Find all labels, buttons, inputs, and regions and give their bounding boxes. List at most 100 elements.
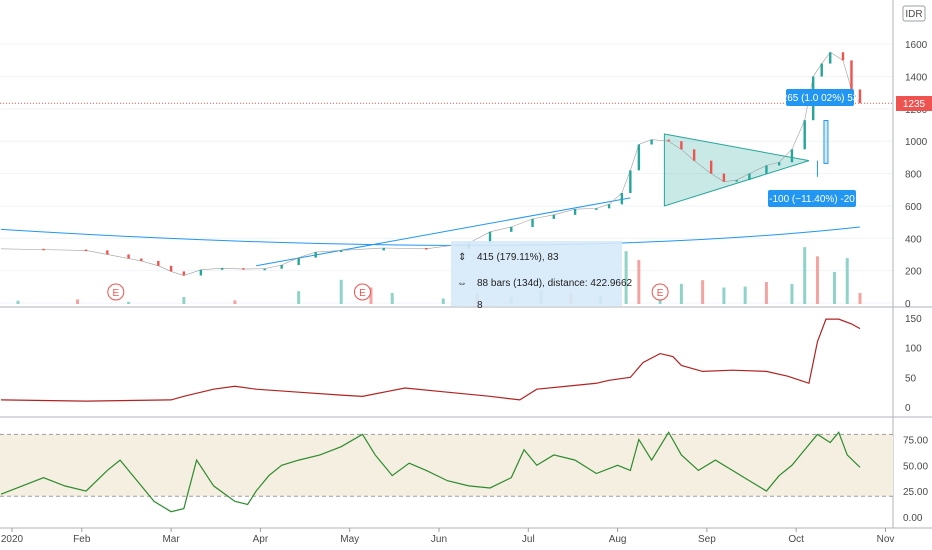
candle <box>692 149 696 161</box>
candle <box>140 258 143 261</box>
price-tick-label: 1600 <box>905 40 928 51</box>
volume-bar <box>790 283 794 304</box>
trend-line <box>256 197 631 267</box>
earnings-marker <box>353 283 371 301</box>
candle <box>220 268 224 270</box>
candle <box>765 165 768 174</box>
axes: 020040060080010001200140016000501001500.… <box>1 40 929 545</box>
volume-bar <box>803 247 807 304</box>
price-range-up <box>823 120 829 164</box>
volume-bar <box>832 271 836 304</box>
volume-bar <box>637 260 641 304</box>
time-tick-label: Sep <box>698 534 716 545</box>
indicator-1-tick-label: 0 <box>905 403 911 414</box>
candle <box>42 248 45 251</box>
measurement-box[interactable]: ⇕ 415 (179.11%), 83 ⇔ 88 bars (134d), di… <box>451 241 633 311</box>
indicator-1-tick-label: 50 <box>905 373 917 384</box>
candle <box>667 139 670 142</box>
indicator-2 <box>0 431 893 513</box>
volume-bar <box>16 300 20 304</box>
volume-bar <box>369 287 373 304</box>
candle <box>297 257 300 265</box>
indicator-1 <box>0 318 861 402</box>
volume-bar <box>339 279 343 304</box>
candle <box>595 208 598 210</box>
time-tick-label: Aug <box>609 534 627 545</box>
candle <box>735 180 738 182</box>
last-price-badge: 1235 <box>896 96 932 111</box>
currency-badge[interactable]: IDR <box>902 5 926 22</box>
candle <box>169 265 173 272</box>
candle <box>382 248 385 251</box>
candle <box>157 260 160 266</box>
indicator-1-tick-label: 150 <box>905 314 922 325</box>
candle <box>722 173 726 182</box>
time-tick-label: Jun <box>431 534 447 545</box>
price-tick-label: 0 <box>905 299 911 310</box>
price-line <box>0 51 861 276</box>
measure-line-1: 415 (179.11%), 83 <box>477 252 559 263</box>
time-tick-label: Mar <box>162 534 180 545</box>
volume-bar <box>390 293 394 304</box>
candle <box>709 160 713 174</box>
candle <box>552 214 556 219</box>
time-tick-label: Nov <box>877 534 895 545</box>
time-tick-label: 2020 <box>1 534 24 545</box>
indicator-2-tick-label: 50.00 <box>903 461 928 472</box>
measure-icon-bars: ⇔ <box>457 278 467 289</box>
price-tick-label: 400 <box>905 234 922 245</box>
time-tick-label: Oct <box>788 534 804 545</box>
volume-bar <box>624 251 628 304</box>
candle <box>637 144 641 171</box>
price-range-up-text: 265 (1.0 02%) 53 <box>782 93 859 104</box>
indicator-2-tick-label: 75.00 <box>903 435 928 446</box>
price-range-down-text: -100 (−11.40%) -20 <box>769 194 855 205</box>
earnings-marker-label: E <box>359 288 366 299</box>
candle <box>106 250 109 255</box>
indicator-2-band <box>0 434 893 497</box>
candle <box>820 63 823 77</box>
candle <box>199 269 203 276</box>
volume-bar <box>182 297 186 304</box>
time-tick-label: Apr <box>253 534 269 545</box>
price-range-up-label[interactable]: 265 (1.0 02%) 53 <box>782 89 859 106</box>
candle <box>425 248 428 250</box>
indicator-2-tick-label: 0.00 <box>903 513 923 524</box>
currency-label: IDR <box>905 9 922 20</box>
price-range-down-label[interactable]: -100 (−11.40%) -20 <box>768 190 856 207</box>
price-tick-label: 800 <box>905 170 922 181</box>
candle <box>127 254 130 259</box>
candle <box>803 120 806 150</box>
indicator-1-line <box>0 318 861 402</box>
candle <box>280 264 283 269</box>
candle <box>841 52 845 61</box>
volume-bar <box>701 280 705 304</box>
earnings-marker-label: E <box>657 288 664 299</box>
volume-bar <box>845 258 849 304</box>
volume-bar <box>441 298 445 304</box>
candle <box>858 89 862 104</box>
candle <box>339 250 343 253</box>
measure-line-2: 88 bars (134d), distance: 422.9662 <box>477 278 633 289</box>
volume-bar <box>127 301 131 304</box>
last-price-label: 1235 <box>903 99 926 110</box>
price-tick-label: 1400 <box>905 73 928 84</box>
time-tick-label: Jul <box>522 534 535 545</box>
volume-bar <box>679 283 683 304</box>
candle <box>510 226 513 232</box>
earnings-marker <box>107 283 125 301</box>
candle <box>84 249 88 252</box>
candle <box>777 162 781 166</box>
candle <box>531 218 534 227</box>
price-tick-label: 600 <box>905 202 922 213</box>
candle <box>629 170 632 193</box>
grid <box>0 43 893 304</box>
earnings-marker <box>651 283 669 301</box>
measure-line-3: 8 <box>477 300 483 311</box>
price-tick-label: 1000 <box>905 137 928 148</box>
candle <box>620 193 624 205</box>
candle <box>242 268 245 270</box>
volume-bar <box>297 291 301 304</box>
